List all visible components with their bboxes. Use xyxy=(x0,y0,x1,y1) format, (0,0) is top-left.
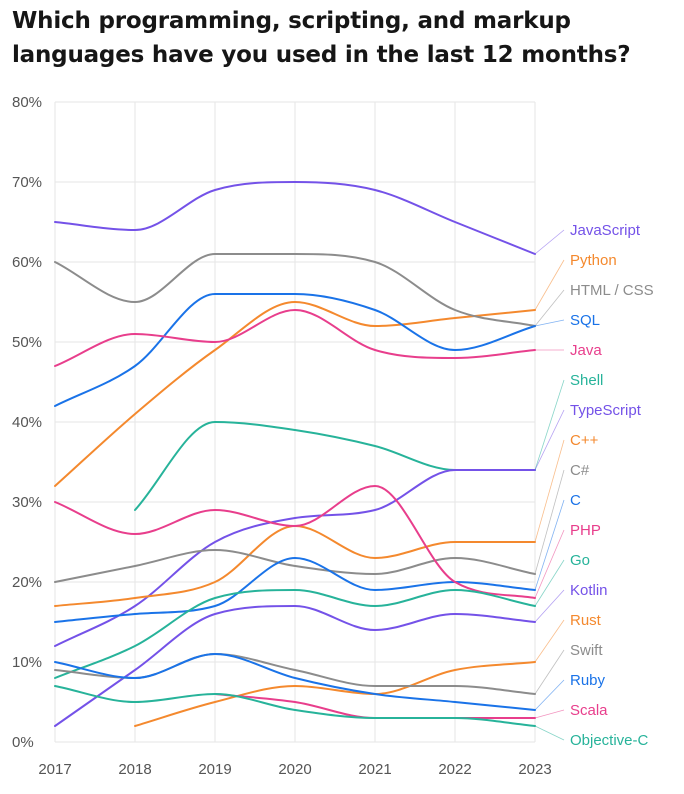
series-line-javascript xyxy=(54,180,536,255)
chart-title: Which programming, scripting, and markup… xyxy=(12,8,631,68)
y-tick-label: 0% xyxy=(12,734,34,751)
leader-line-scala xyxy=(534,709,565,719)
y-tick-label: 50% xyxy=(12,334,42,351)
x-tick-label: 2023 xyxy=(518,761,551,778)
leader-line-javascript xyxy=(534,229,565,255)
legend-label-html-css: HTML / CSS xyxy=(570,282,654,299)
series-line-ruby xyxy=(54,652,536,711)
legend-label-c: C xyxy=(570,492,581,509)
leader-line-shell xyxy=(534,379,565,471)
legend-label-scala: Scala xyxy=(570,702,608,719)
legend-label-javascript: JavaScript xyxy=(570,222,641,239)
series-line-shell xyxy=(134,420,536,511)
y-tick-label: 40% xyxy=(12,414,42,431)
legend-label-java: Java xyxy=(570,342,602,359)
series-line-html-css xyxy=(54,252,536,327)
y-tick-label: 30% xyxy=(12,494,42,511)
leader-line-typescript xyxy=(534,409,565,471)
series-line-typescript xyxy=(54,469,536,647)
legend-label-php: PHP xyxy=(570,522,601,539)
legend-leader-lines xyxy=(534,229,565,741)
series-line-sql xyxy=(54,292,536,407)
y-axis-ticks: 0% 10% 20% 30% 40% 50% 60% 70% 80% xyxy=(12,94,42,751)
series-lines xyxy=(54,180,536,727)
leader-line-ruby xyxy=(534,679,565,711)
series-line-objective-c xyxy=(54,685,536,727)
x-axis-ticks: 2017 2018 2019 2020 2021 2022 2023 xyxy=(38,761,551,778)
leader-line-rust xyxy=(534,619,565,663)
x-tick-label: 2020 xyxy=(278,761,311,778)
y-tick-label: 20% xyxy=(12,574,42,591)
legend-label-swift: Swift xyxy=(570,642,603,659)
series-line-c xyxy=(54,548,536,583)
leader-line-php xyxy=(534,529,565,599)
legend-label-python: Python xyxy=(570,252,617,269)
legend: JavaScript Python HTML / CSS SQL Java Shell Ty… xyxy=(570,222,654,749)
x-tick-label: 2021 xyxy=(358,761,391,778)
leader-line-html-css xyxy=(534,289,565,327)
y-tick-label: 70% xyxy=(12,174,42,191)
series-line-python xyxy=(54,300,536,487)
x-tick-label: 2022 xyxy=(438,761,471,778)
x-tick-label: 2017 xyxy=(38,761,71,778)
series-line-java xyxy=(54,308,536,367)
y-tick-label: 10% xyxy=(12,654,42,671)
leader-line-swift xyxy=(534,649,565,695)
legend-label-objective-c: Objective-C xyxy=(570,732,649,749)
legend-label-c: C++ xyxy=(570,432,599,449)
leader-line-c xyxy=(534,499,565,591)
series-line-kotlin xyxy=(54,604,536,727)
leader-line-c xyxy=(534,439,565,543)
x-tick-label: 2018 xyxy=(118,761,151,778)
legend-label-shell: Shell xyxy=(570,372,603,389)
legend-label-kotlin: Kotlin xyxy=(570,582,608,599)
legend-label-rust: Rust xyxy=(570,612,602,629)
series-line-go xyxy=(54,588,536,679)
legend-label-ruby: Ruby xyxy=(570,672,606,689)
y-tick-label: 60% xyxy=(12,254,42,271)
leader-line-objective-c xyxy=(534,725,565,741)
series-line-rust xyxy=(134,661,536,727)
legend-label-typescript: TypeScript xyxy=(570,402,642,419)
legend-label-sql: SQL xyxy=(570,312,600,329)
x-tick-label: 2019 xyxy=(198,761,231,778)
leader-line-c xyxy=(534,469,565,575)
series-line-php xyxy=(54,484,536,599)
legend-label-c: C# xyxy=(570,462,590,479)
leader-line-kotlin xyxy=(534,589,565,623)
legend-label-go: Go xyxy=(570,552,590,569)
leader-line-sql xyxy=(534,319,565,327)
y-tick-label: 80% xyxy=(12,94,42,111)
leader-line-go xyxy=(534,559,565,607)
leader-line-python xyxy=(534,259,565,311)
